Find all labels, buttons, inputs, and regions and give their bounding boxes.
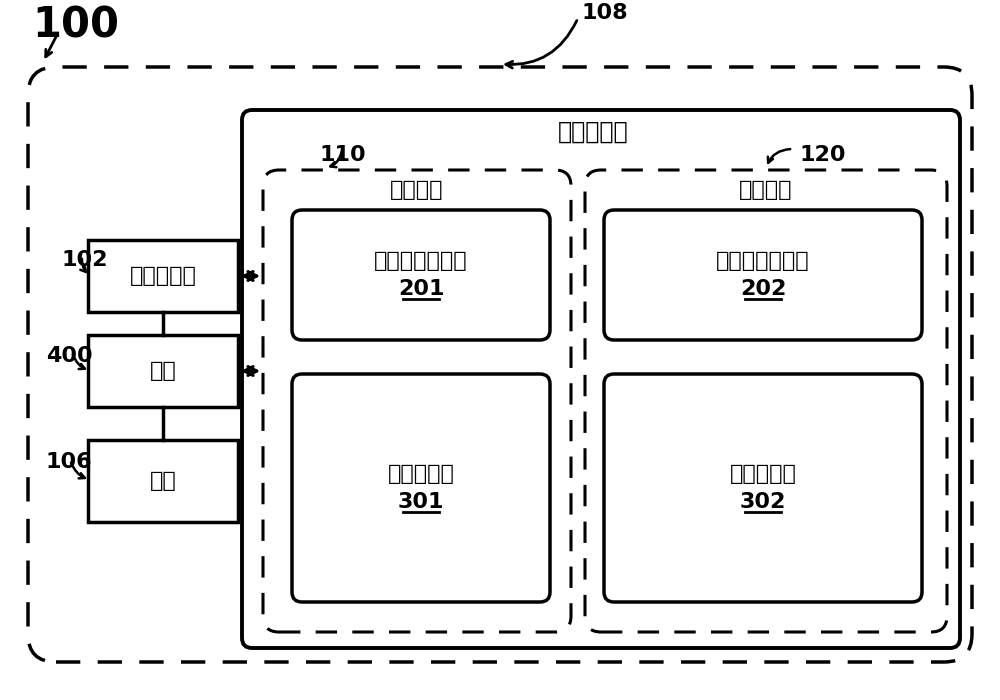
Text: 第一命令处理器: 第一命令处理器 [374,251,468,271]
Text: 106: 106 [46,452,93,472]
Text: 201: 201 [398,279,444,299]
Text: 202: 202 [740,279,786,299]
Text: 软件: 软件 [150,471,176,491]
Text: 110: 110 [320,145,367,165]
FancyBboxPatch shape [604,374,922,602]
Text: 301: 301 [398,492,444,512]
Text: 302: 302 [740,492,786,512]
FancyBboxPatch shape [604,210,922,340]
Text: 第二命令处理器: 第二命令处理器 [716,251,810,271]
FancyBboxPatch shape [292,210,550,340]
Text: 102: 102 [62,250,108,270]
Bar [88,440,238,522]
Text: 第一核集群: 第一核集群 [388,464,454,484]
Text: 内存: 内存 [150,361,176,381]
Text: 100: 100 [32,5,119,47]
FancyBboxPatch shape [292,374,550,602]
Text: 108: 108 [582,3,629,23]
Text: 图形处理器: 图形处理器 [558,120,629,144]
Text: 120: 120 [800,145,846,165]
FancyBboxPatch shape [242,110,960,648]
Bar [88,240,238,312]
Text: 中央处理器: 中央处理器 [130,266,196,286]
Text: 第二芯片: 第二芯片 [739,180,793,200]
Bar [88,335,238,407]
Text: 400: 400 [46,346,93,366]
Text: 第一芯片: 第一芯片 [390,180,444,200]
Text: 第二核集群: 第二核集群 [730,464,796,484]
